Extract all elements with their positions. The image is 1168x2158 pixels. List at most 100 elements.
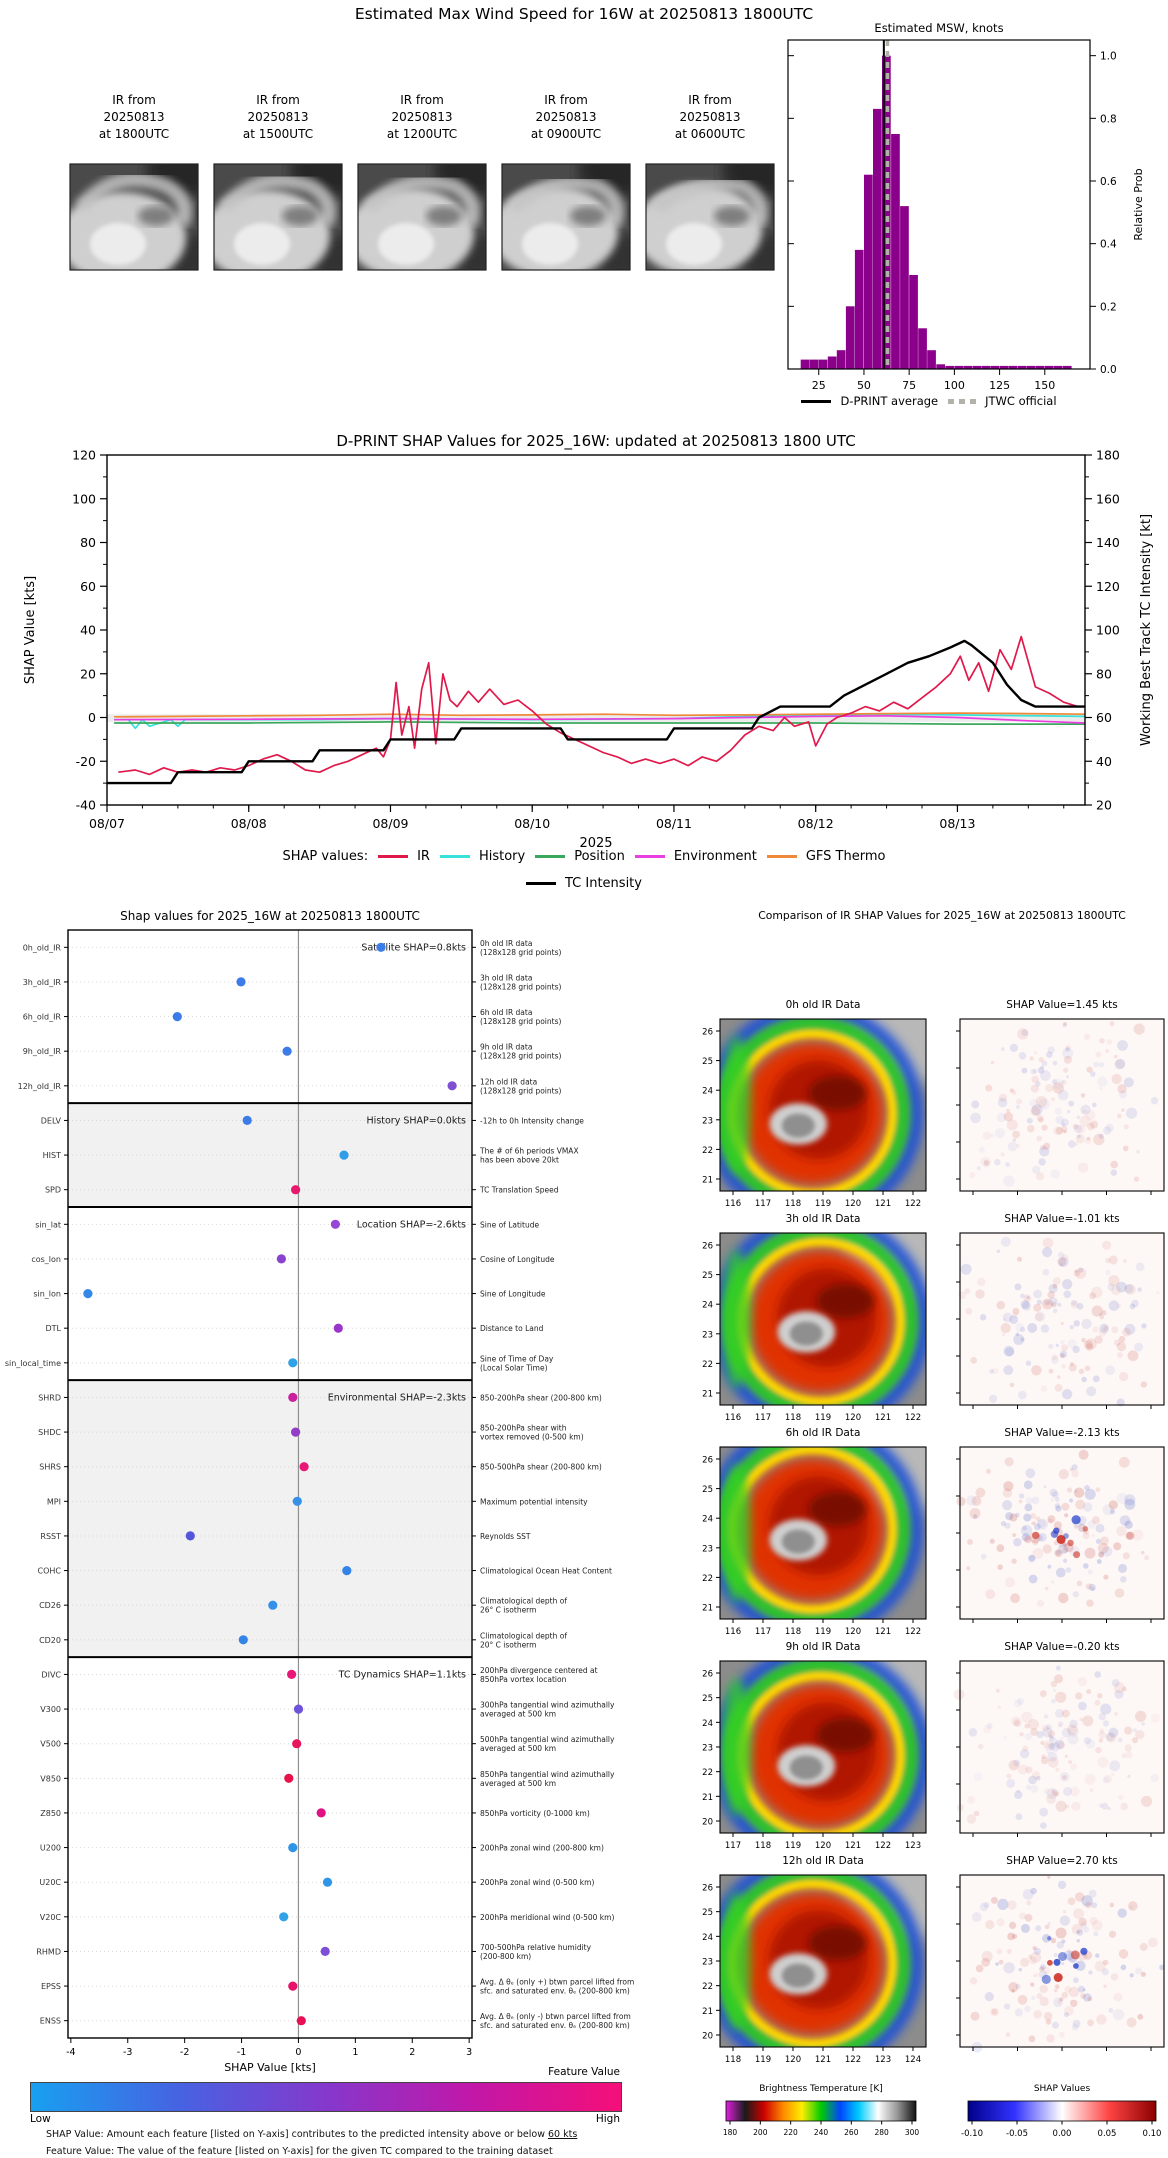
ir-xtick: 120 [845, 1627, 861, 1637]
thumbnail-label: 20250813 [679, 110, 740, 124]
feature-desc: 500hPa tangential wind azimuthally [480, 1735, 615, 1744]
dot-CD20 [238, 1635, 248, 1645]
svg-text:0.4: 0.4 [1100, 239, 1117, 251]
thumbnail-label: at 1800UTC [99, 127, 169, 141]
section-shap-label: TC Dynamics SHAP=1.1kts [338, 1669, 466, 1680]
dot-COHC [342, 1566, 352, 1576]
feature-name: DTL [45, 1324, 61, 1333]
ir-ytick: 20 [702, 1818, 713, 1828]
dot-0h_old_IR [376, 942, 386, 952]
dot-ENSS [296, 2016, 306, 2026]
svg-text:1.0: 1.0 [1100, 51, 1117, 63]
shap-map [956, 1232, 1165, 1409]
ir-thumbnail-strip: IR from 20250813 at 1800UTC IR from 20250813… [0, 0, 780, 300]
dot-EPSS [288, 1981, 298, 1991]
feature-desc: -12h to 0h Intensity change [480, 1116, 584, 1125]
svg-text:-40: -40 [76, 798, 96, 813]
ir-ytick: 25 [702, 1485, 713, 1495]
feature-desc: Climatological depth of [480, 1597, 567, 1606]
feature-desc: 300hPa tangential wind azimuthally [480, 1701, 615, 1710]
ir-ytick: 21 [702, 1604, 713, 1614]
feature-name: Z850 [40, 1809, 61, 1818]
ir-ytick: 23 [702, 1330, 713, 1340]
page-title: Estimated Max Wind Speed for 16W at 2025… [354, 5, 814, 23]
feature-value-colorbar-label: Feature Value [548, 2066, 620, 2078]
footnote-feature-value: Feature Value: The value of the feature … [46, 2146, 553, 2157]
section-shap-label: Satellite SHAP=0.8kts [361, 942, 466, 953]
feature-name: HIST [43, 1151, 61, 1160]
ir-xtick: 122 [905, 1199, 921, 1209]
ir-ytick: 21 [702, 1793, 713, 1803]
svg-text:0.0: 0.0 [1100, 364, 1117, 376]
ir-ytick: 22 [702, 1768, 713, 1778]
svg-text:(128x128 grid points): (128x128 grid points) [480, 1086, 561, 1095]
timeseries-legend-row1: SHAP values: IR History Position Environment… [0, 849, 1168, 864]
feature-name: U20C [39, 1878, 61, 1887]
thumbnail-label: 20250813 [103, 110, 164, 124]
thumbnail-label: IR from [400, 93, 444, 107]
ir-ytick: 21 [702, 2007, 713, 2017]
ir-map-title: 9h old IR Data [786, 1641, 861, 1653]
ir-ytick: 24 [702, 1719, 713, 1729]
series-environment [114, 714, 1086, 724]
shap-map-title: SHAP Value=2.70 kts [1006, 1855, 1117, 1867]
ir-xtick: 118 [755, 1841, 771, 1851]
ir-xtick: 121 [875, 1413, 891, 1423]
svg-text:(128x128 grid points): (128x128 grid points) [480, 1052, 561, 1061]
ir-ytick: 21 [702, 1176, 713, 1186]
ir-ytick: 20 [702, 2032, 713, 2042]
ir-xtick: 116 [725, 1413, 741, 1423]
ir-xtick: 123 [875, 2055, 891, 2065]
feature-desc: 200hPa zonal wind (200-800 km) [480, 1844, 604, 1853]
svg-text:20: 20 [80, 666, 96, 681]
line-swatch-icon [526, 882, 556, 885]
ir-thumbnail-image [501, 163, 631, 271]
feature-desc: 200hPa meridional wind (0-500 km) [480, 1913, 614, 1922]
svg-text:280: 280 [875, 2128, 890, 2137]
timeseries-series [107, 635, 1086, 785]
msw-histogram-svg: Estimated MSW, knots 0.0 0.2 0.4 0.6 0.8 1.0 Re… [787, 22, 1145, 392]
ir-map [719, 1018, 927, 1192]
svg-text:(128x128 grid points): (128x128 grid points) [480, 948, 561, 957]
ir-xtick: 118 [785, 1199, 801, 1209]
feature-desc: Sine of Latitude [480, 1220, 539, 1229]
ir-thumbnail-image [357, 163, 487, 271]
dashed-line-icon [948, 398, 977, 404]
legend-ir: IR [378, 849, 430, 864]
svg-text:08/11: 08/11 [656, 816, 692, 831]
svg-text:-0.10: -0.10 [961, 2129, 983, 2139]
feature-name: V850 [40, 1774, 61, 1783]
feature-desc: 200hPa zonal wind (0-500 km) [480, 1878, 594, 1887]
series-position [114, 721, 1085, 725]
ir-ytick: 25 [702, 1057, 713, 1067]
line-swatch-icon [378, 855, 409, 858]
dot-RSST [185, 1531, 195, 1541]
thumbnail-label: at 0900UTC [531, 127, 601, 141]
svg-text:-2: -2 [180, 2047, 189, 2058]
dot-DIVC [287, 1669, 297, 1679]
svg-text:0.05: 0.05 [1098, 2129, 1117, 2139]
ir-xtick: 116 [725, 1627, 741, 1637]
feature-name: RHMD [36, 1947, 61, 1956]
dot-U20C [322, 1877, 333, 1887]
svg-text:25: 25 [812, 379, 826, 392]
ir-xtick: 121 [815, 2055, 831, 2065]
feature-shap-xlabel: SHAP Value [kts] [224, 2061, 316, 2073]
dot-sin_lon [83, 1289, 93, 1299]
feature-desc: 3h old IR data [480, 973, 532, 982]
svg-text:160: 160 [1096, 491, 1120, 506]
shap-map-title: SHAP Value=-0.20 kts [1004, 1641, 1119, 1653]
ir-ytick: 23 [702, 1116, 713, 1126]
ir-ytick: 23 [702, 1744, 713, 1754]
section-shap-label: History SHAP=0.0kts [367, 1115, 467, 1126]
legend-dprint-average: D-PRINT average [801, 394, 938, 408]
ir-xtick: 120 [785, 2055, 801, 2065]
feature-name: sin_lon [33, 1290, 61, 1299]
feature-desc: Sine of Time of Day [480, 1354, 554, 1363]
ir-ytick: 26 [702, 1242, 713, 1252]
ir-xtick: 121 [875, 1627, 891, 1637]
histogram-bars [800, 55, 1072, 370]
svg-text:180: 180 [723, 2128, 738, 2137]
ir-ytick: 21 [702, 1390, 713, 1400]
